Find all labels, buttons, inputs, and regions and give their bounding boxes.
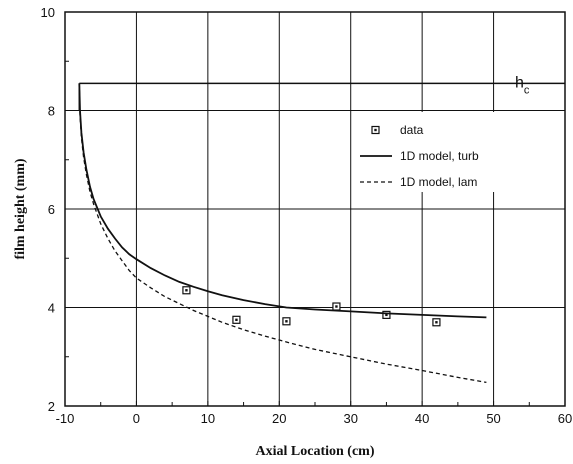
x-axis-title: Axial Location (cm) [256, 444, 375, 459]
y-tick-label: 2 [48, 399, 55, 414]
x-tick-label: 40 [415, 411, 429, 426]
x-tick-label: -10 [56, 411, 75, 426]
grid [65, 12, 565, 406]
series [78, 83, 487, 384]
series-line-turb [78, 83, 487, 319]
y-tick-label: 6 [48, 202, 55, 217]
legend-background [358, 112, 538, 192]
y-tick-label: 8 [48, 104, 55, 119]
data-point-center [385, 313, 388, 317]
axes [64, 11, 566, 407]
hc-label: hc [515, 74, 530, 96]
data-point-center [435, 321, 438, 324]
y-axis-title: film height (mm) [13, 158, 28, 259]
legend-label: 1D model, turb [400, 149, 479, 163]
x-tick-label: 0 [133, 411, 140, 426]
legend-label: data [400, 123, 424, 137]
hc-reference: hc [78, 74, 565, 111]
legend: data 1D model, turb 1D model, lam [358, 112, 538, 192]
x-tick-label: 10 [201, 411, 215, 426]
data-point-center [185, 289, 188, 292]
x-tick-label: 30 [343, 411, 357, 426]
data-point-center [235, 318, 238, 322]
legend-marker-data-center [374, 128, 377, 132]
x-tick-label: 50 [486, 411, 500, 426]
y-tick-label: 10 [41, 5, 55, 20]
data-point-center [285, 320, 288, 323]
data-point-center [335, 305, 338, 308]
legend-label: 1D model, lam [400, 175, 477, 189]
x-tick-label: 20 [272, 411, 286, 426]
series-line-lam [78, 83, 487, 384]
y-tick-label: 4 [48, 301, 55, 316]
tick-labels: -10 0 10 20 30 40 50 60 2 4 6 8 10 [41, 5, 573, 426]
x-tick-label: 60 [558, 411, 572, 426]
